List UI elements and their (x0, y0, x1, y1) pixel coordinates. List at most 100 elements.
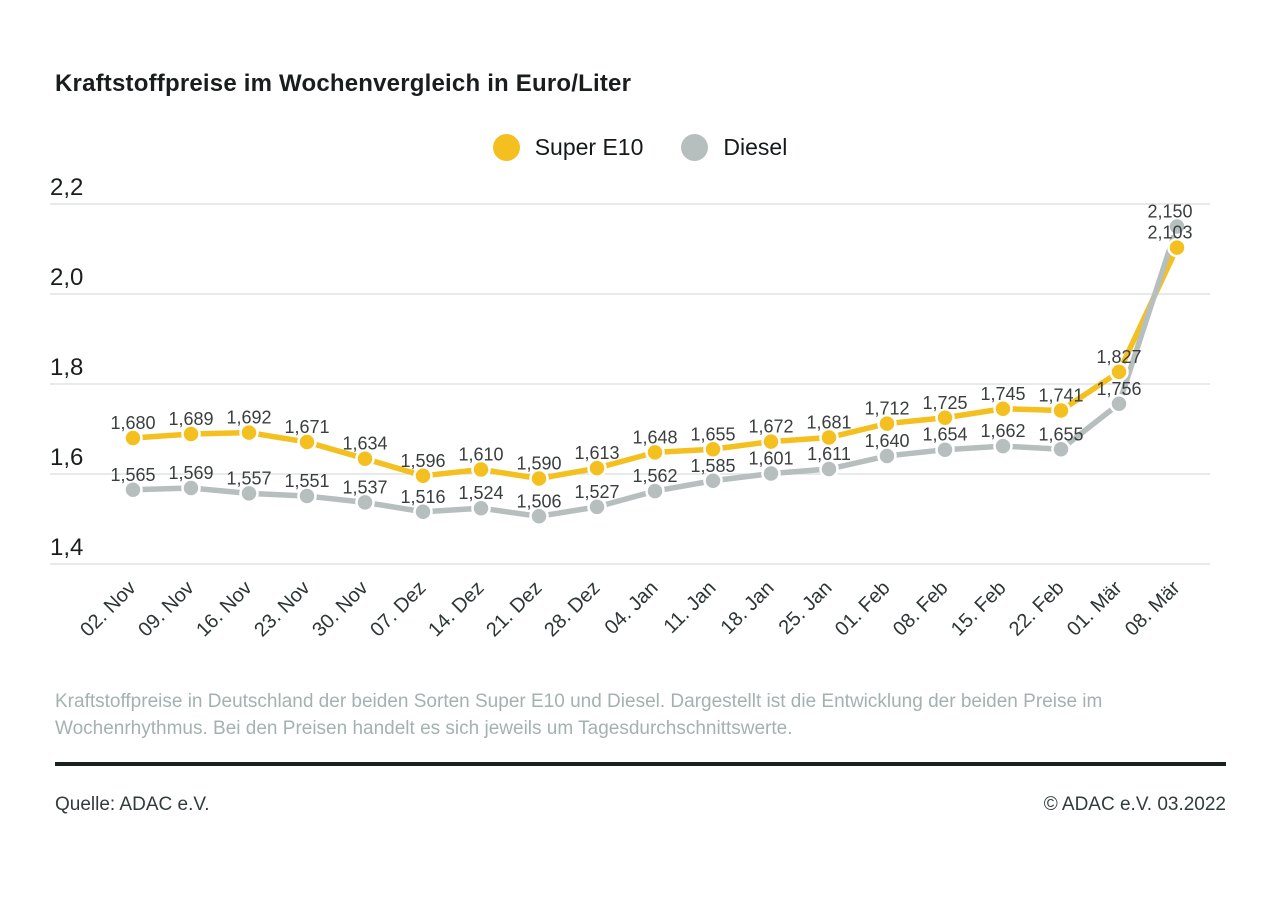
x-axis-label: 15. Feb (947, 577, 1011, 641)
value-label-super-e10: 1,634 (342, 434, 387, 454)
data-point-diesel (355, 492, 375, 513)
value-label-diesel: 1,527 (574, 482, 619, 502)
value-label-super-e10: 1,671 (284, 417, 329, 437)
x-axis-label: 01. Feb (831, 577, 895, 641)
data-point-diesel (239, 483, 259, 504)
data-point-diesel (1167, 216, 1187, 237)
y-axis-label: 1,8 (50, 354, 83, 381)
data-point-super-e10 (703, 439, 723, 459)
x-axis-label: 16. Nov (192, 577, 256, 641)
value-label-diesel: 2,150 (1147, 202, 1192, 222)
value-label-diesel: 1,562 (632, 466, 677, 486)
value-label-diesel: 1,756 (1096, 379, 1141, 399)
value-label-diesel: 1,601 (748, 449, 793, 469)
x-axis-label: 07. Dez (366, 577, 430, 641)
x-axis-label: 08. Feb (889, 577, 953, 641)
value-label-super-e10: 1,672 (748, 417, 793, 437)
data-point-super-e10 (761, 431, 781, 452)
data-point-super-e10 (471, 459, 491, 480)
data-point-super-e10 (413, 466, 433, 486)
data-point-super-e10 (181, 424, 201, 444)
value-label-diesel: 1,537 (342, 477, 387, 497)
value-label-diesel: 1,551 (284, 471, 329, 491)
data-point-diesel (703, 471, 723, 491)
data-point-diesel (587, 497, 607, 517)
legend-item-super-e10: Super E10 (492, 134, 643, 161)
data-point-diesel (1109, 394, 1129, 414)
value-label-super-e10: 1,827 (1096, 347, 1141, 367)
value-label-diesel: 1,654 (922, 425, 967, 445)
value-label-super-e10: 1,689 (168, 409, 213, 429)
value-label-super-e10: 1,655 (690, 424, 735, 444)
value-label-diesel: 1,611 (807, 444, 851, 464)
data-point-super-e10 (1109, 362, 1129, 382)
data-point-diesel (181, 478, 201, 498)
footer: Quelle: ADAC e.V. © ADAC e.V. 03.2022 (55, 794, 1226, 816)
copyright-text: © ADAC e.V. 03.2022 (1043, 794, 1226, 815)
value-label-diesel: 1,662 (980, 421, 1025, 441)
value-label-super-e10: 1,610 (458, 445, 503, 465)
x-axis-label: 23. Nov (250, 577, 314, 641)
y-axis-label: 1,6 (50, 444, 83, 471)
value-label-diesel: 1,585 (690, 456, 735, 476)
value-label-diesel: 1,524 (458, 483, 503, 503)
data-point-super-e10 (645, 442, 665, 463)
data-point-diesel (761, 463, 781, 484)
data-point-super-e10 (355, 448, 375, 469)
value-label-super-e10: 1,725 (922, 393, 967, 413)
data-point-super-e10 (1051, 400, 1071, 421)
x-axis-label: 09. Nov (134, 577, 198, 641)
data-point-super-e10 (819, 427, 839, 448)
data-point-super-e10 (587, 458, 607, 478)
value-label-diesel: 1,640 (864, 431, 909, 451)
y-axis-label: 1,4 (50, 534, 83, 561)
value-label-diesel: 1,506 (516, 491, 561, 511)
legend-swatch-super-e10-icon (492, 134, 520, 161)
value-label-super-e10: 1,648 (632, 427, 677, 447)
data-point-diesel (123, 480, 143, 500)
value-label-super-e10: 1,590 (516, 454, 561, 474)
value-label-super-e10: 1,692 (226, 408, 271, 428)
value-label-super-e10: 1,741 (1038, 386, 1083, 406)
value-label-super-e10: 1,680 (110, 413, 155, 433)
x-axis-label: 22. Feb (1005, 577, 1069, 641)
value-label-diesel: 1,565 (110, 465, 155, 485)
value-label-diesel: 1,557 (226, 468, 271, 488)
chart-caption: Kraftstoffpreise in Deutschland der beid… (55, 691, 1103, 739)
x-axis-label: 01. Mär (1063, 577, 1127, 641)
x-axis-label: 08. Mär (1121, 577, 1185, 641)
data-point-super-e10 (297, 432, 317, 452)
data-point-super-e10 (877, 413, 897, 434)
data-point-diesel (471, 498, 491, 518)
legend-label-diesel: Diesel (723, 134, 788, 160)
x-axis-label: 21. Dez (482, 577, 546, 641)
x-axis-label: 18. Jan (717, 577, 779, 639)
data-point-diesel (935, 439, 955, 460)
x-axis-label: 14. Dez (424, 577, 488, 641)
legend-swatch-diesel-icon (681, 134, 709, 161)
value-label-super-e10: 1,745 (980, 384, 1025, 404)
value-label-diesel: 1,516 (400, 487, 445, 507)
value-label-super-e10: 1,596 (400, 451, 445, 471)
x-axis-label: 25. Jan (775, 577, 837, 639)
value-label-diesel: 1,569 (168, 463, 213, 483)
data-point-diesel (413, 502, 433, 522)
page-title: Kraftstoffpreise im Wochenvergleich in E… (55, 70, 632, 97)
y-axis-label: 2,2 (50, 174, 83, 201)
y-axis-label: 2,0 (50, 264, 83, 291)
data-point-super-e10 (935, 408, 955, 428)
x-axis-label: 02. Nov (76, 577, 140, 641)
x-axis-label: 11. Jan (660, 577, 721, 638)
data-point-diesel (877, 446, 897, 466)
data-point-diesel (297, 486, 317, 506)
x-axis-label: 28. Dez (540, 577, 604, 641)
data-point-diesel (819, 459, 839, 479)
data-point-super-e10 (123, 428, 143, 448)
x-axis-label: 30. Nov (308, 577, 372, 641)
x-axis-label: 04. Jan (601, 577, 663, 639)
data-point-diesel (993, 436, 1013, 456)
value-label-super-e10: 1,613 (574, 443, 619, 463)
data-point-super-e10 (993, 399, 1013, 419)
